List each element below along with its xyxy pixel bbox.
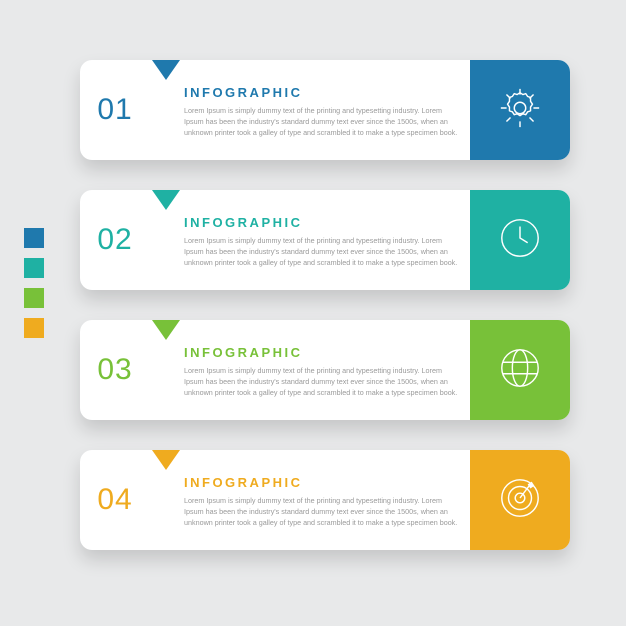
color-legend bbox=[24, 228, 44, 338]
text-column: INFOGRAPHIC Lorem Ipsum is simply dummy … bbox=[150, 320, 470, 420]
number-column: 04 bbox=[80, 450, 150, 550]
infographic-card-1: 01 INFOGRAPHIC Lorem Ipsum is simply dum… bbox=[80, 60, 570, 160]
icon-panel bbox=[470, 190, 570, 290]
legend-swatch-3 bbox=[24, 288, 44, 308]
icon-panel bbox=[470, 450, 570, 550]
pointer-triangle bbox=[152, 60, 180, 80]
card-title: INFOGRAPHIC bbox=[184, 215, 462, 230]
legend-swatch-1 bbox=[24, 228, 44, 248]
text-column: INFOGRAPHIC Lorem Ipsum is simply dummy … bbox=[150, 190, 470, 290]
step-number: 03 bbox=[97, 353, 132, 387]
card-title: INFOGRAPHIC bbox=[184, 85, 462, 100]
card-title: INFOGRAPHIC bbox=[184, 475, 462, 490]
card-title: INFOGRAPHIC bbox=[184, 345, 462, 360]
infographic-cards: 01 INFOGRAPHIC Lorem Ipsum is simply dum… bbox=[80, 60, 570, 550]
gear-icon bbox=[497, 85, 543, 136]
number-column: 01 bbox=[80, 60, 150, 160]
pointer-triangle bbox=[152, 190, 180, 210]
icon-panel bbox=[470, 60, 570, 160]
text-column: INFOGRAPHIC Lorem Ipsum is simply dummy … bbox=[150, 450, 470, 550]
pointer-triangle bbox=[152, 450, 180, 470]
step-number: 01 bbox=[97, 93, 132, 127]
number-column: 02 bbox=[80, 190, 150, 290]
clock-icon bbox=[497, 215, 543, 266]
target-icon bbox=[497, 475, 543, 526]
card-body: Lorem Ipsum is simply dummy text of the … bbox=[184, 236, 462, 268]
pointer-triangle bbox=[152, 320, 180, 340]
text-column: INFOGRAPHIC Lorem Ipsum is simply dummy … bbox=[150, 60, 470, 160]
step-number: 02 bbox=[97, 223, 132, 257]
card-body: Lorem Ipsum is simply dummy text of the … bbox=[184, 366, 462, 398]
infographic-card-3: 03 INFOGRAPHIC Lorem Ipsum is simply dum… bbox=[80, 320, 570, 420]
legend-swatch-2 bbox=[24, 258, 44, 278]
number-column: 03 bbox=[80, 320, 150, 420]
card-body: Lorem Ipsum is simply dummy text of the … bbox=[184, 496, 462, 528]
infographic-card-4: 04 INFOGRAPHIC Lorem Ipsum is simply dum… bbox=[80, 450, 570, 550]
globe-icon bbox=[497, 345, 543, 396]
infographic-card-2: 02 INFOGRAPHIC Lorem Ipsum is simply dum… bbox=[80, 190, 570, 290]
icon-panel bbox=[470, 320, 570, 420]
legend-swatch-4 bbox=[24, 318, 44, 338]
step-number: 04 bbox=[97, 483, 132, 517]
card-body: Lorem Ipsum is simply dummy text of the … bbox=[184, 106, 462, 138]
